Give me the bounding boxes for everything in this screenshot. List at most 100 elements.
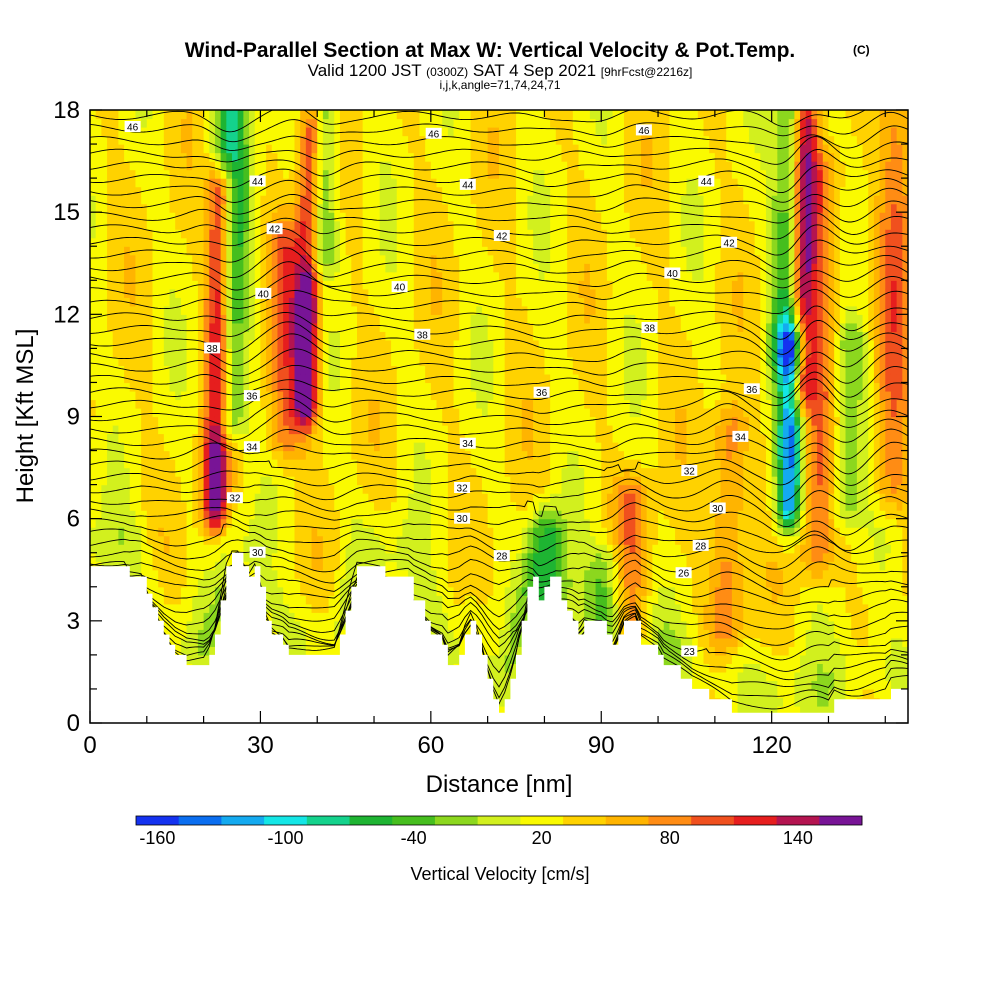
contour-label: 40 [255, 287, 272, 300]
colorbar: -160 -100 -40 20 80 140 [135, 815, 863, 848]
theta-isentrope [90, 548, 908, 584]
y-tick-label: 15 [53, 199, 80, 226]
theta-isentrope [90, 187, 908, 215]
contour-label: 44 [459, 178, 476, 191]
y-axis-label: Height [Kft MSL] [12, 329, 39, 504]
colorbar-label: Vertical Velocity [cm/s] [410, 864, 589, 884]
contour-label: 32 [226, 492, 243, 505]
colorbar-swatch [306, 816, 350, 825]
theta-isentrope [90, 478, 908, 517]
contour-label: 40 [391, 281, 408, 294]
theta-isentrope [90, 364, 908, 399]
theta-isentrope [90, 348, 908, 386]
theta-isentrope [90, 200, 908, 224]
y-tick-label: 0 [67, 710, 80, 737]
colorbar-swatch [392, 816, 436, 825]
colorbar-swatch [178, 816, 222, 825]
colorbar-swatch [733, 816, 777, 825]
theta-isentrope [90, 468, 908, 502]
theta-isentrope [90, 378, 908, 409]
theta-isentrope [90, 136, 908, 165]
colorbar-swatch [776, 816, 820, 825]
contour-labels: 46 46 46 44 44 44 42 42 42 40 40 40 38 38 38 36 36 36 34 34… [124, 121, 760, 658]
theta-isentrope [90, 149, 908, 181]
contour-label: 38 [414, 328, 431, 341]
x-tick-label: 60 [417, 732, 444, 759]
contour-label: 40 [664, 267, 681, 280]
valid-prefix: Valid 1200 JST [308, 61, 422, 80]
theta-isentrope [90, 273, 908, 301]
colorbar-swatch [264, 816, 308, 825]
theta-isentrope [90, 514, 908, 552]
potential-temperature-contours [90, 110, 908, 710]
y-tick-label: 9 [67, 404, 80, 431]
x-tick-label: 120 [752, 732, 792, 759]
contour-label: 36 [743, 383, 760, 396]
colorbar-tick-label: 80 [660, 828, 680, 848]
chart-title: Wind-Parallel Section at Max W: Vertical… [185, 39, 796, 62]
contour-label: 28 [493, 550, 510, 563]
theta-isentrope [90, 261, 908, 291]
colorbar-tick-label: -100 [267, 828, 303, 848]
theta-isentrope [90, 488, 908, 528]
y-tick-label: 18 [53, 97, 80, 124]
colorbar-swatch [477, 816, 521, 825]
colorbar-tick-label: 140 [783, 828, 813, 848]
contour-label: 44 [698, 175, 715, 188]
contour-label: 34 [732, 430, 749, 443]
theta-isentrope [90, 321, 908, 367]
theta-isentrope [90, 111, 908, 143]
contour-label: 42 [721, 236, 738, 249]
theta-isentrope [90, 178, 908, 203]
y-tick-label: 12 [53, 301, 80, 328]
colorbar-swatch [434, 816, 479, 825]
terrain-mask [90, 552, 908, 723]
contour-label: 26 [675, 567, 692, 580]
theta-isentrope [90, 247, 908, 280]
theta-isentrope [90, 302, 908, 340]
colorbar-tick-label: -40 [401, 828, 427, 848]
theta-isentrope [90, 428, 908, 460]
colorbar-swatch [691, 816, 735, 825]
colorbar-tick-label: -160 [139, 828, 175, 848]
contour-label: 34 [459, 437, 476, 450]
colorbar-swatch [819, 816, 863, 825]
section-info: i,j,k,angle=71,74,24,71 [439, 78, 560, 92]
theta-isentrope [90, 164, 908, 194]
contour-label: 42 [266, 223, 283, 236]
theta-isentrope [90, 236, 908, 270]
theta-isentrope [90, 333, 908, 376]
x-tick-label: 30 [247, 732, 274, 759]
chart-title-mark: (C) [853, 43, 870, 57]
colorbar-swatch [221, 816, 265, 825]
theta-isentrope [90, 397, 908, 439]
theta-isentrope [90, 455, 908, 486]
y-tick-label: 3 [67, 608, 80, 635]
terrain-fill [90, 552, 908, 723]
theta-isentrope [90, 502, 908, 537]
contour-label: 23 [681, 645, 698, 658]
contour-label: 30 [709, 502, 726, 515]
colorbar-swatch [136, 816, 180, 825]
valid-utc: (0300Z) [426, 65, 468, 79]
contour-label: 44 [249, 175, 266, 188]
colorbar-swatch [349, 816, 393, 825]
contour-label: 28 [692, 539, 709, 552]
theta-isentrope [90, 408, 908, 449]
contour-label: 36 [243, 390, 260, 403]
vertical-velocity-field [90, 110, 908, 723]
contour-label: 30 [249, 546, 266, 559]
theta-isentrope [90, 388, 908, 422]
x-axis-label: Distance [nm] [426, 771, 573, 798]
x-tick-label: 90 [588, 732, 615, 759]
valid-time-line: Valid 1200 JST (0300Z) SAT 4 Sep 2021 [9… [308, 61, 693, 80]
colorbar-swatch [605, 816, 649, 825]
contour-label: 34 [243, 441, 260, 454]
contour-label: 32 [454, 482, 471, 495]
colorbar-swatch [648, 816, 692, 825]
x-tick-label: 0 [83, 732, 96, 759]
y-tick-label: 6 [67, 506, 80, 533]
colorbar-swatch [520, 816, 564, 825]
